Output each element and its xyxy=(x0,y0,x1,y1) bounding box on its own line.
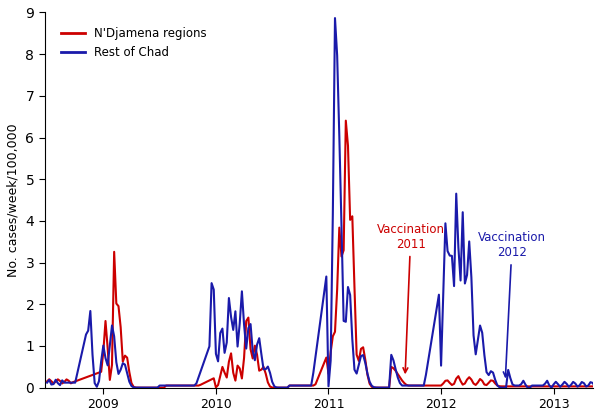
Y-axis label: No. cases/week/100,000: No. cases/week/100,000 xyxy=(7,123,20,277)
Text: Vaccination
2011: Vaccination 2011 xyxy=(377,223,445,372)
Legend: N'Djamena regions, Rest of Chad: N'Djamena regions, Rest of Chad xyxy=(56,22,211,64)
Text: Vaccination
2012: Vaccination 2012 xyxy=(478,231,546,377)
